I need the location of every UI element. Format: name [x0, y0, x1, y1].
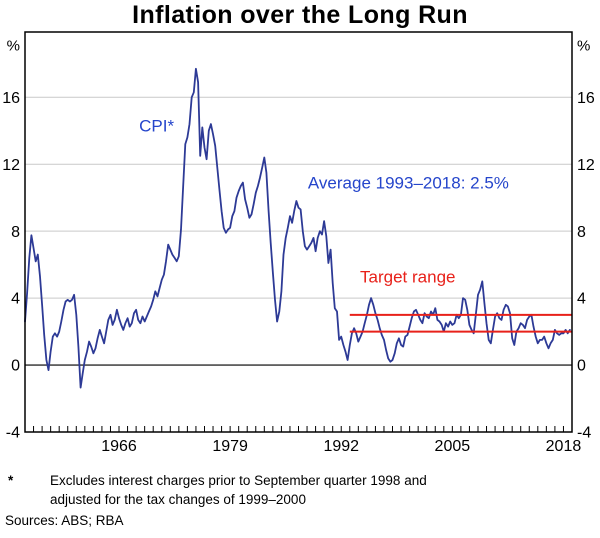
y-tick-label-right: 12: [577, 157, 595, 174]
y-tick-label-left: -4: [6, 425, 20, 442]
cpi-label: CPI*: [139, 117, 174, 136]
footnote: * Excludes interest charges prior to Sep…: [8, 472, 583, 509]
y-tick-label-right: -4: [577, 425, 591, 442]
footnote-line-2: adjusted for the tax changes of 1999–200…: [50, 491, 306, 507]
y-tick-label-left: 12: [2, 157, 20, 174]
y-tick-label-right: 16: [577, 90, 595, 107]
sources-line: Sources: ABS; RBA: [5, 513, 124, 528]
x-tick-label: 2018: [546, 438, 582, 455]
y-tick-label-right: 4: [577, 291, 586, 308]
cpi-series-line: [24, 67, 571, 389]
footnote-line-1: Excludes interest charges prior to Septe…: [50, 473, 427, 488]
chart-title: Inflation over the Long Run: [132, 1, 468, 29]
y-tick-label-right: 8: [577, 224, 586, 241]
y-tick-label-left: 8: [11, 224, 20, 241]
x-tick-label: 1992: [323, 438, 359, 455]
percent-label-left: %: [7, 37, 20, 54]
x-tick-label: 1979: [212, 438, 248, 455]
footnote-marker: *: [8, 473, 14, 488]
footnote-text: Excludes interest charges prior to Septe…: [50, 472, 583, 509]
x-tick-label: 1966: [101, 438, 137, 455]
y-tick-label-left: 0: [11, 358, 20, 375]
x-tick-label: 2005: [435, 438, 471, 455]
y-tick-label-left: 16: [2, 90, 20, 107]
y-tick-label-right: 0: [577, 358, 586, 375]
plot-frame: [24, 31, 573, 433]
percent-label-right: %: [577, 37, 590, 54]
average-label: Average 1993–2018: 2.5%: [308, 174, 509, 193]
y-tick-label-left: 4: [11, 291, 20, 308]
target-range-label: Target range: [360, 267, 455, 286]
